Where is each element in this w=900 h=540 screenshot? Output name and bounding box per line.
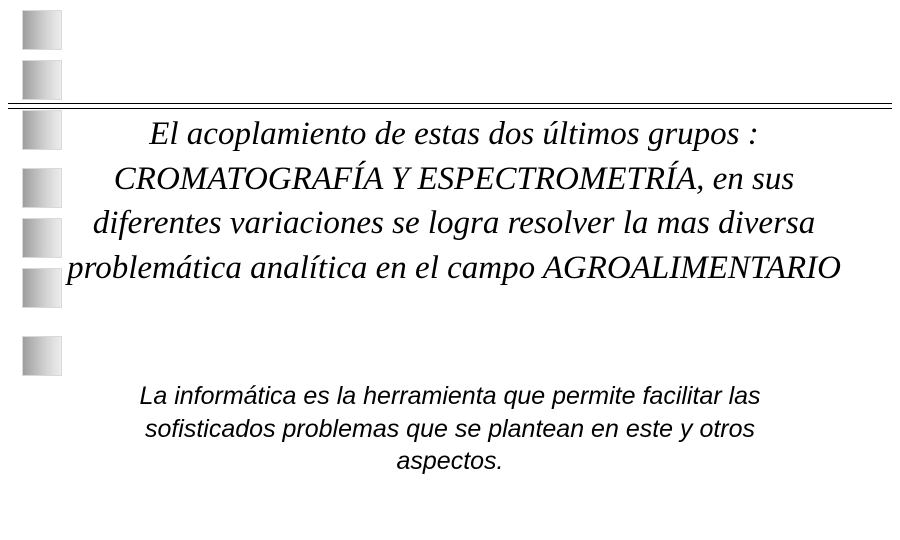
slide: El acoplamiento de estas dos últimos gru… [0, 0, 900, 540]
decor-box [22, 168, 62, 208]
decor-box [22, 218, 62, 258]
main-paragraph: El acoplamiento de estas dos últimos gru… [58, 112, 850, 290]
decor-box [22, 268, 62, 308]
decor-box [22, 110, 62, 150]
decor-box [22, 336, 62, 376]
decor-box [22, 60, 62, 100]
decor-box [22, 10, 62, 50]
horizontal-rule-top [8, 103, 892, 104]
sub-paragraph: La informática es la herramienta que per… [135, 380, 765, 478]
horizontal-rule-bottom [8, 108, 892, 109]
